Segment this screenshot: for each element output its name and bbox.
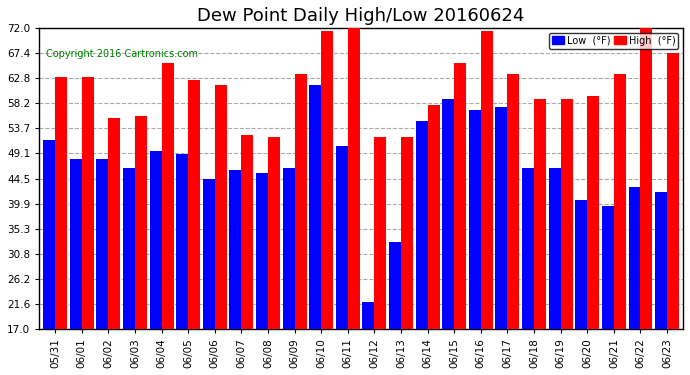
Bar <box>203 178 215 375</box>
Bar <box>215 86 227 375</box>
Bar <box>322 31 333 375</box>
Bar <box>575 200 587 375</box>
Bar <box>256 173 268 375</box>
Bar <box>135 116 147 375</box>
Bar <box>469 110 481 375</box>
Bar <box>348 22 359 375</box>
Bar <box>454 63 466 375</box>
Bar <box>655 192 667 375</box>
Bar <box>401 138 413 375</box>
Text: Copyright 2016 Cartronics.com: Copyright 2016 Cartronics.com <box>46 49 197 59</box>
Bar <box>667 53 679 375</box>
Bar <box>97 159 108 375</box>
Bar <box>587 96 599 375</box>
Bar <box>123 168 135 375</box>
Bar <box>442 99 454 375</box>
Bar <box>602 206 614 375</box>
Bar <box>230 170 241 375</box>
Bar <box>507 75 520 375</box>
Bar <box>522 168 534 375</box>
Bar <box>70 159 82 375</box>
Bar <box>495 107 507 375</box>
Legend: Low  (°F), High  (°F): Low (°F), High (°F) <box>549 33 678 49</box>
Bar <box>362 302 375 375</box>
Bar <box>336 146 348 375</box>
Bar <box>415 121 428 375</box>
Bar <box>268 138 280 375</box>
Bar <box>561 99 573 375</box>
Bar <box>389 242 401 375</box>
Bar <box>43 140 55 375</box>
Bar <box>55 77 67 375</box>
Bar <box>295 75 306 375</box>
Bar <box>82 77 94 375</box>
Bar <box>428 105 440 375</box>
Title: Dew Point Daily High/Low 20160624: Dew Point Daily High/Low 20160624 <box>197 7 525 25</box>
Bar <box>640 28 653 375</box>
Bar <box>161 63 174 375</box>
Bar <box>188 80 200 375</box>
Bar <box>629 187 640 375</box>
Bar <box>241 135 253 375</box>
Bar <box>549 168 561 375</box>
Bar <box>375 138 386 375</box>
Bar <box>534 99 546 375</box>
Bar <box>283 168 295 375</box>
Bar <box>150 151 161 375</box>
Bar <box>108 118 120 375</box>
Bar <box>481 31 493 375</box>
Bar <box>614 75 626 375</box>
Bar <box>309 86 322 375</box>
Bar <box>176 154 188 375</box>
